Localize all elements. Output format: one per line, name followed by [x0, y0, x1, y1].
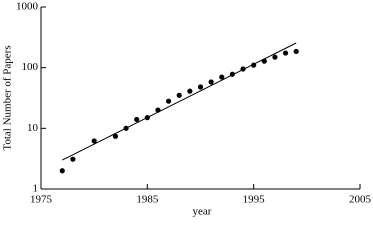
data-point — [134, 116, 140, 123]
data-point — [293, 48, 299, 55]
data-point — [251, 62, 257, 68]
data-point — [282, 50, 289, 56]
chart: year Total Number of Papers 1 10 100 1000 19… — [2, 1, 372, 218]
data-point — [272, 54, 278, 60]
data-point — [70, 156, 76, 162]
x-tick-label: 1975 — [30, 194, 53, 206]
x-axis-label: year — [193, 206, 212, 218]
y-tick-label: 10 — [27, 122, 39, 134]
data-point — [59, 168, 65, 174]
data-point — [187, 88, 193, 94]
data-point — [176, 92, 182, 98]
y-tick-label: 1000 — [16, 1, 39, 13]
data-point — [219, 74, 225, 80]
y-axis-label: Total Number of Papers — [2, 45, 14, 150]
data-point — [155, 107, 161, 113]
data-point — [261, 58, 267, 64]
data-point — [144, 115, 150, 121]
y-tick-label: 1 — [33, 183, 39, 195]
data-point — [166, 98, 172, 104]
data-point — [208, 79, 214, 85]
data-point — [229, 71, 235, 77]
x-tick-label: 1985 — [136, 194, 159, 206]
x-tick-label: 2005 — [349, 194, 372, 206]
y-tick-label: 100 — [22, 61, 39, 73]
data-point — [91, 138, 97, 144]
data-point — [112, 133, 119, 139]
fit-line — [62, 42, 297, 161]
data-point — [197, 84, 204, 90]
data-point — [123, 125, 129, 131]
x-tick-label: 1995 — [243, 194, 266, 206]
page: {"chart_data": {"type": "scatter", "x_la… — [0, 0, 373, 219]
data-point — [240, 66, 246, 72]
